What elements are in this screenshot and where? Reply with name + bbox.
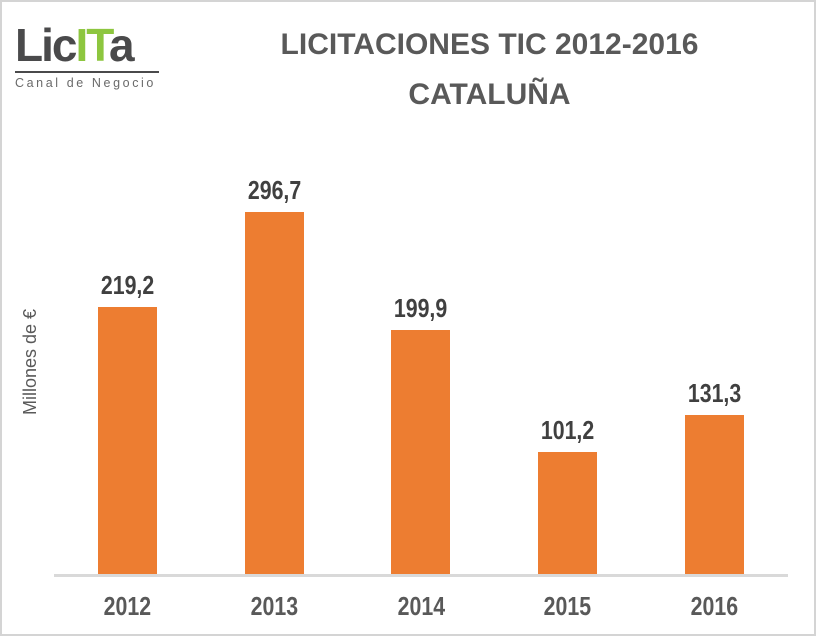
chart-title-line2: CATALUÑA [408, 78, 571, 111]
bar-slot-2013: 296,7 [201, 172, 348, 576]
bar-value-label: 101,2 [541, 415, 595, 445]
logo-tagline: Canal de Negocio [15, 76, 156, 90]
logo-part-a: a [108, 19, 135, 71]
bar-value-label: 131,3 [687, 378, 742, 408]
bar-2015 [538, 452, 598, 576]
x-tick-label: 2015 [544, 591, 592, 621]
plot-area: 219,2 296,7 199,9 101,2 131,3 [54, 172, 788, 576]
bar-value-label: 296,7 [247, 175, 301, 205]
chart-title-line1: LICITACIONES TIC 2012-2016 [280, 28, 699, 61]
logo-wordmark: LicITa [15, 20, 159, 70]
x-tick-label: 2016 [690, 591, 739, 621]
x-axis-tick-labels: 2012 2013 2014 2015 2016 [54, 591, 788, 621]
chart-title: LICITACIONES TIC 2012-2016 CATALUÑA [217, 20, 762, 120]
bar-2012 [97, 307, 157, 576]
bar-value-label: 199,9 [394, 293, 448, 323]
logo-underline [15, 71, 159, 73]
logo-part-lic: Lic [15, 19, 77, 71]
bar-2016 [685, 415, 745, 576]
bar-2013 [244, 212, 304, 576]
y-axis-label: Millones de € [20, 308, 40, 416]
bar-value-label: 219,2 [100, 270, 155, 300]
x-tick-label: 2014 [397, 591, 445, 621]
licita-logo: LicITa Canal de Negocio [15, 20, 159, 90]
bar-slot-2014: 199,9 [348, 172, 495, 576]
logo-part-it: IT [75, 19, 110, 71]
x-tick-label: 2012 [103, 591, 152, 621]
bar-2014 [391, 330, 451, 576]
x-tick-label: 2013 [250, 591, 298, 621]
bar-slot-2015: 101,2 [494, 172, 641, 576]
x-axis-line [54, 574, 788, 577]
bar-slot-2016: 131,3 [641, 172, 788, 576]
bar-slot-2012: 219,2 [54, 172, 201, 576]
